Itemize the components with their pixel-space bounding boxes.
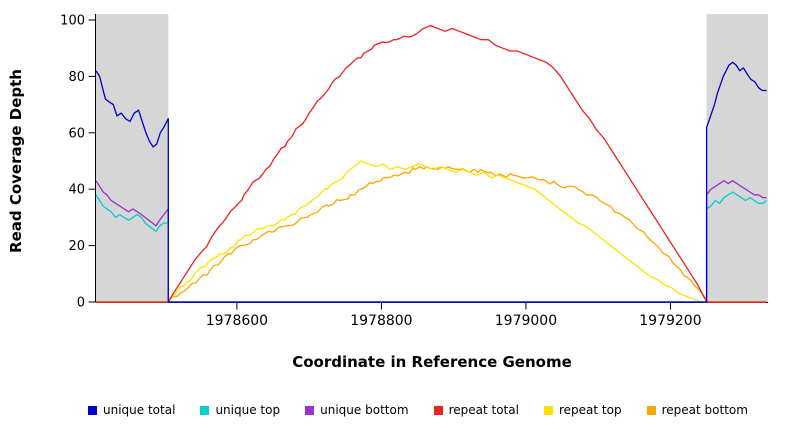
legend-label-repeat-bottom: repeat bottom <box>661 403 748 417</box>
series-repeat-top <box>96 160 767 303</box>
legend: unique total unique top unique bottom re… <box>88 400 748 420</box>
series-unique-top <box>95 191 767 303</box>
y-axis-title: Read Coverage Depth <box>7 69 25 253</box>
coverage-plot: 1978600 1978800 1979000 1979200 0 20 40 60 80 100 <box>60 14 768 329</box>
legend-swatch-unique-top <box>200 405 210 415</box>
x-axis-title: Coordinate in Reference Genome <box>292 353 572 371</box>
legend-item-repeat-top: repeat top <box>543 403 622 417</box>
y-tick-label: 80 <box>68 70 85 85</box>
series-unique-bottom <box>95 180 767 303</box>
legend-swatch-unique-total <box>88 405 97 415</box>
legend-item-repeat-bottom: repeat bottom <box>646 403 748 417</box>
series-repeat-total <box>96 24 767 303</box>
series-repeat-bottom <box>96 165 767 303</box>
y-tick-label: 100 <box>60 14 85 29</box>
y-tick-label: 0 <box>77 296 85 311</box>
legend-label-unique-total: unique total <box>103 403 176 417</box>
x-tick-label: 1979000 <box>495 313 557 329</box>
legend-swatch-repeat-top <box>543 405 553 415</box>
legend-item-unique-top: unique top <box>200 403 280 417</box>
series-unique-total <box>95 61 767 303</box>
shaded-region <box>706 14 768 302</box>
legend-item-unique-bottom: unique bottom <box>305 403 409 417</box>
x-tick-label: 1979200 <box>639 313 701 329</box>
legend-item-repeat-total: repeat total <box>433 403 519 417</box>
legend-label-unique-bottom: unique bottom <box>320 403 409 417</box>
x-tick-label: 1978800 <box>350 313 412 329</box>
legend-swatch-repeat-total <box>433 405 443 415</box>
y-tick-label: 60 <box>68 126 85 141</box>
shaded-region <box>96 14 169 302</box>
y-tick-label: 40 <box>68 183 85 198</box>
legend-item-unique-total: unique total <box>88 403 175 417</box>
legend-label-repeat-total: repeat total <box>448 403 519 417</box>
legend-swatch-unique-bottom <box>305 405 315 415</box>
legend-label-unique-top: unique top <box>215 403 281 417</box>
legend-swatch-repeat-bottom <box>646 405 656 415</box>
legend-label-repeat-top: repeat top <box>558 403 622 417</box>
y-tick-label: 20 <box>68 239 85 254</box>
x-tick-label: 1978600 <box>206 313 268 329</box>
